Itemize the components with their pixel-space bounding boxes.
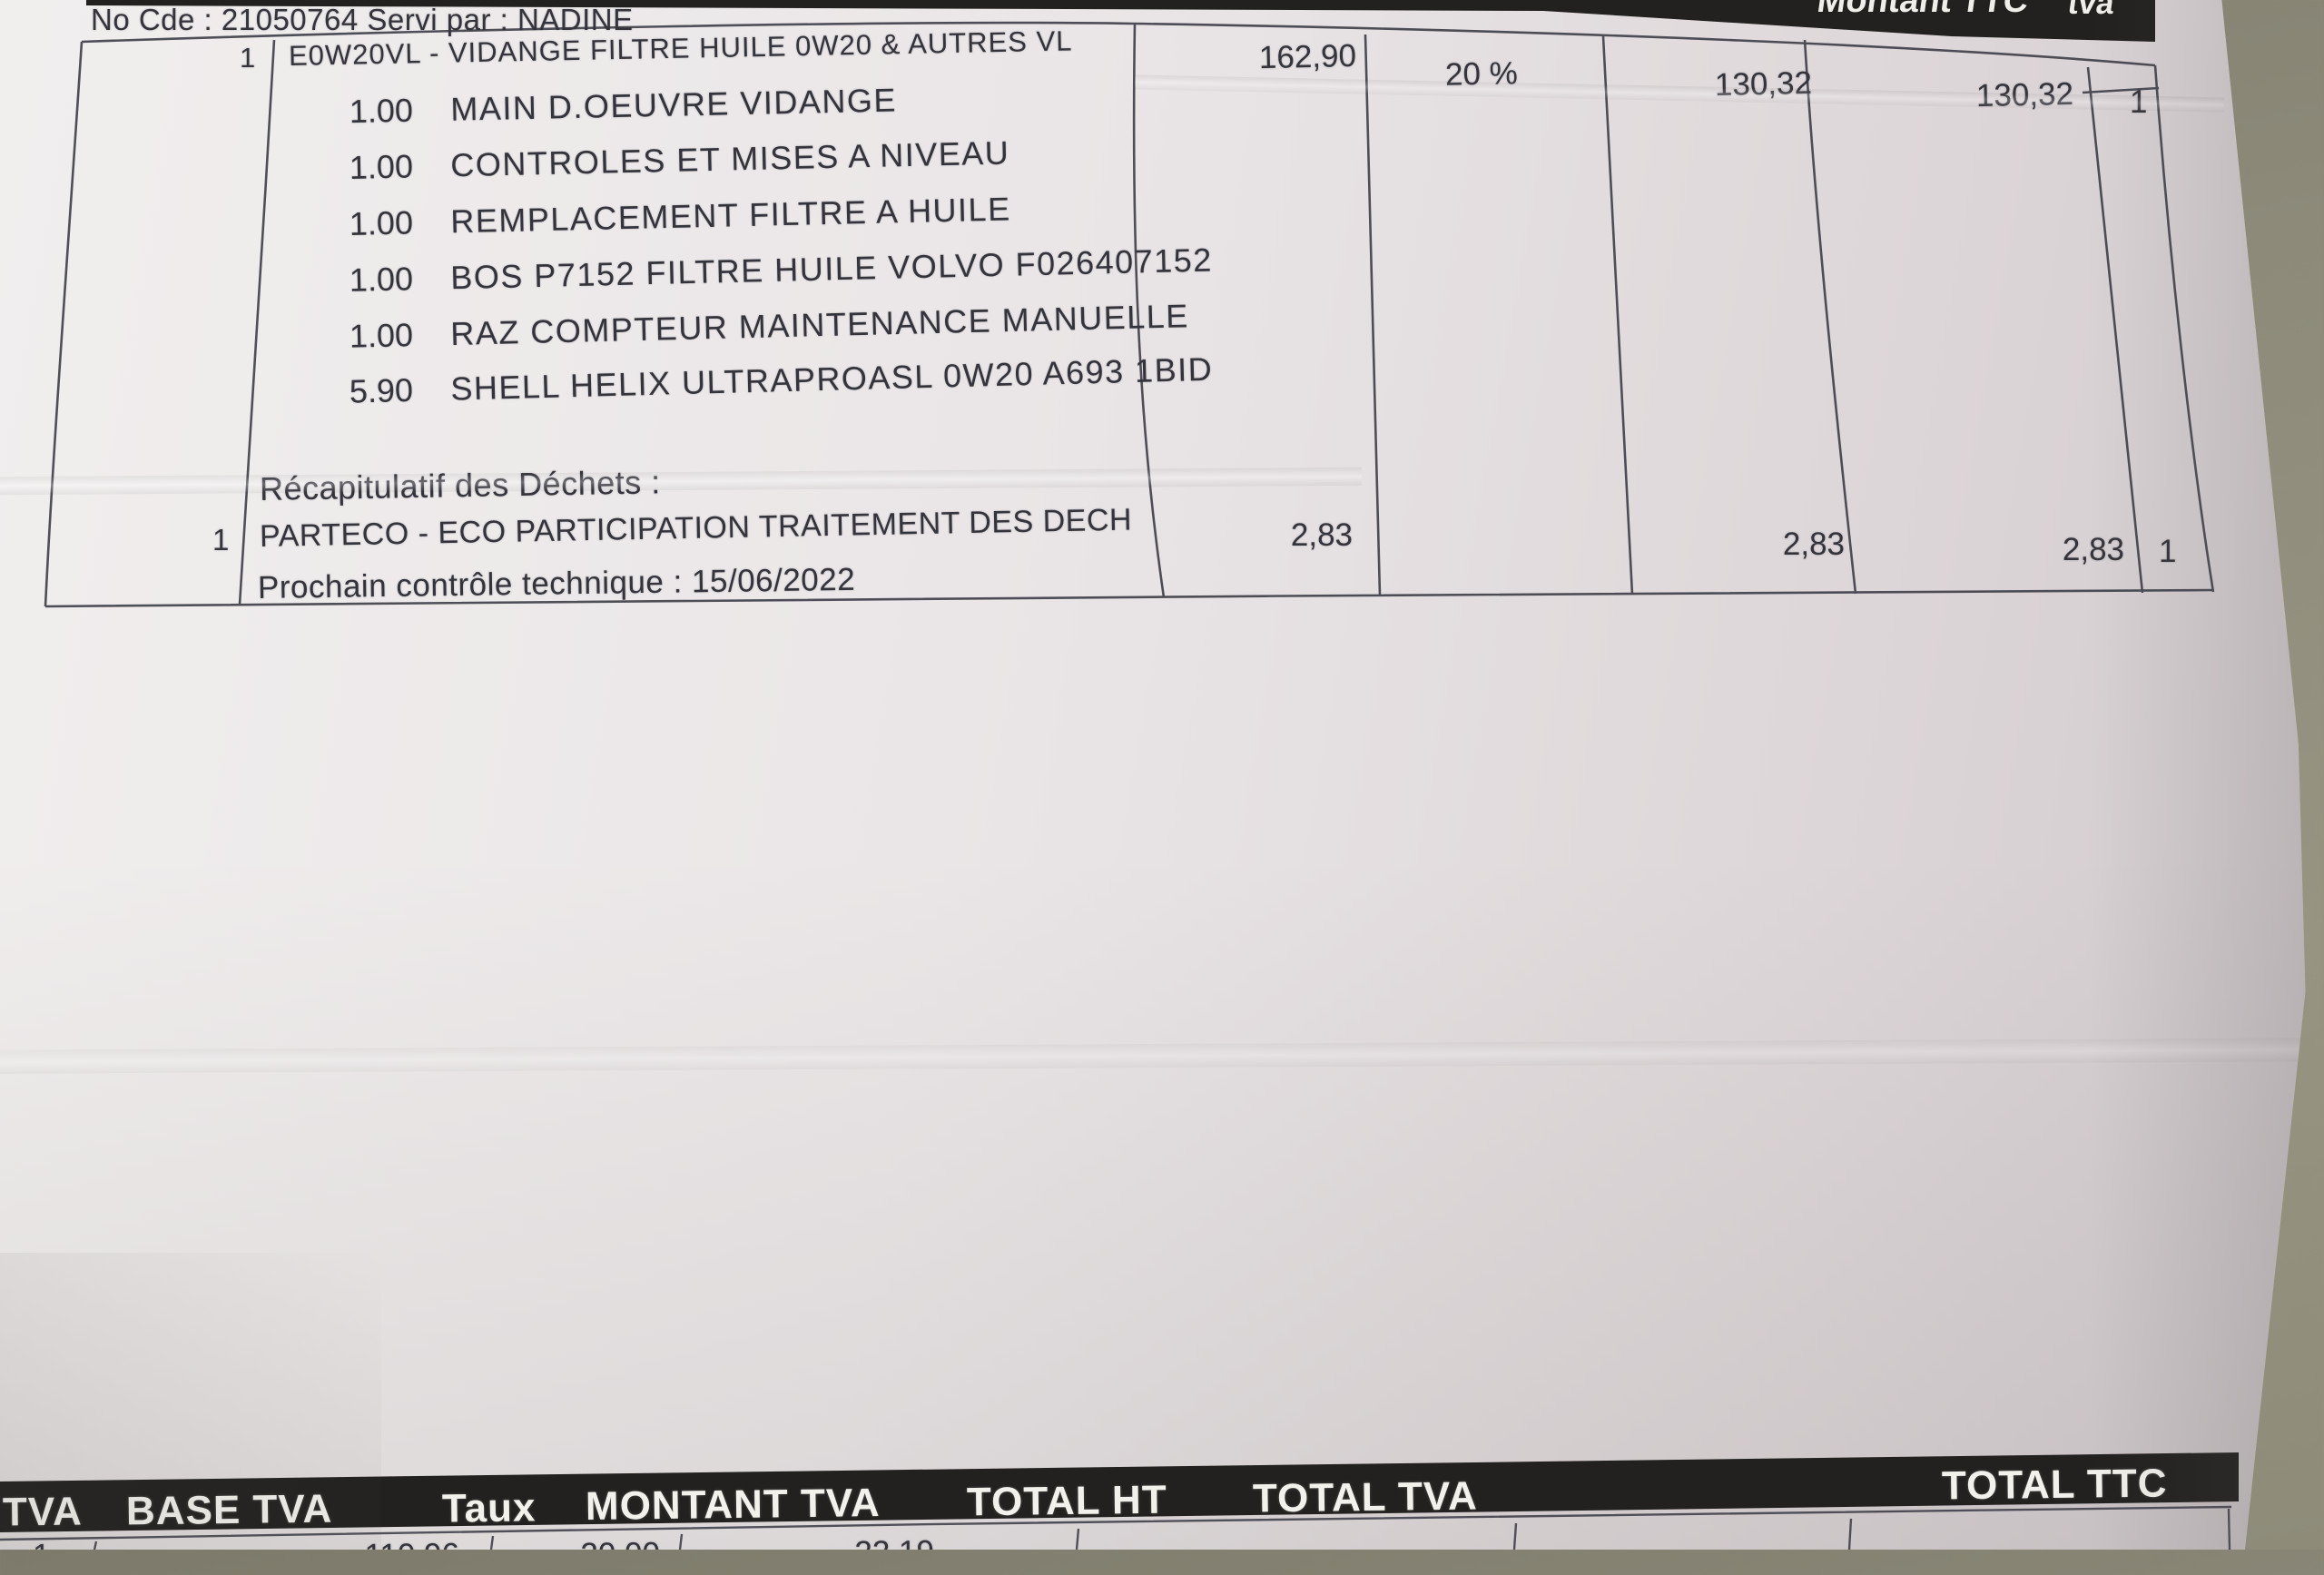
totals-col-total-tva: TOTAL TVA: [1252, 1473, 1479, 1521]
sub-item-qty: 1.00: [349, 260, 414, 299]
totals-col-taux: Taux: [441, 1485, 537, 1531]
main-item-tva-code: 1: [2130, 84, 2148, 120]
sub-item-qty: 1.00: [349, 316, 414, 355]
totals-col-tva: TVA: [2, 1489, 84, 1535]
totals-col-base-tva: BASE TVA: [125, 1486, 333, 1534]
waste-recap-label: Récapitulatif des Déchets :: [259, 463, 662, 507]
totals-header-bar-shape: [0, 1452, 2239, 1532]
tva-column-label: tva: [2065, 0, 2117, 21]
sub-item-qty: 1.00: [349, 91, 414, 131]
totals-row-tva-code: 1: [32, 1537, 51, 1574]
montant-ttc-column-label: Montant TTC: [1815, 0, 2032, 20]
sub-item-qty: 1.00: [349, 147, 414, 186]
order-number-line: No Cde : 21050764 Servi par : NADINE: [91, 3, 634, 36]
eco-item-tva-code: 1: [2159, 534, 2177, 569]
previous-table-header-bar: [86, 0, 2155, 42]
totals-row-montant-tva: 22,19: [854, 1533, 935, 1570]
previous-table-header-clip: Montant TTC tva: [1525, 0, 2155, 42]
totals-col-total-ht: TOTAL HT: [966, 1477, 1167, 1525]
main-item-qty: 1: [240, 42, 256, 74]
main-item-taux: 20 %: [1444, 55, 1519, 93]
sub-item-qty: 1.00: [349, 203, 414, 242]
eco-item-qty: 1: [212, 523, 230, 556]
eco-item-montant-ttc: 2,83: [2062, 532, 2124, 567]
eco-item-montant-ht: 2,83: [1782, 527, 1845, 562]
eco-item-montant: 2,83: [1290, 517, 1353, 553]
totals-row-taux: 20,00: [580, 1535, 661, 1572]
main-item-montant-ht: 130,32: [1714, 64, 1813, 103]
main-item-montant: 162,90: [1258, 37, 1357, 76]
main-item-montant-ttc: 130,32: [1975, 75, 2074, 114]
totals-row-base-tva: 110,96: [364, 1536, 460, 1574]
totals-col-montant-tva: MONTANT TVA: [585, 1481, 881, 1529]
sub-item-qty: 5.90: [349, 370, 414, 410]
totals-col-total-ttc: TOTAL TTC: [1941, 1461, 2168, 1509]
